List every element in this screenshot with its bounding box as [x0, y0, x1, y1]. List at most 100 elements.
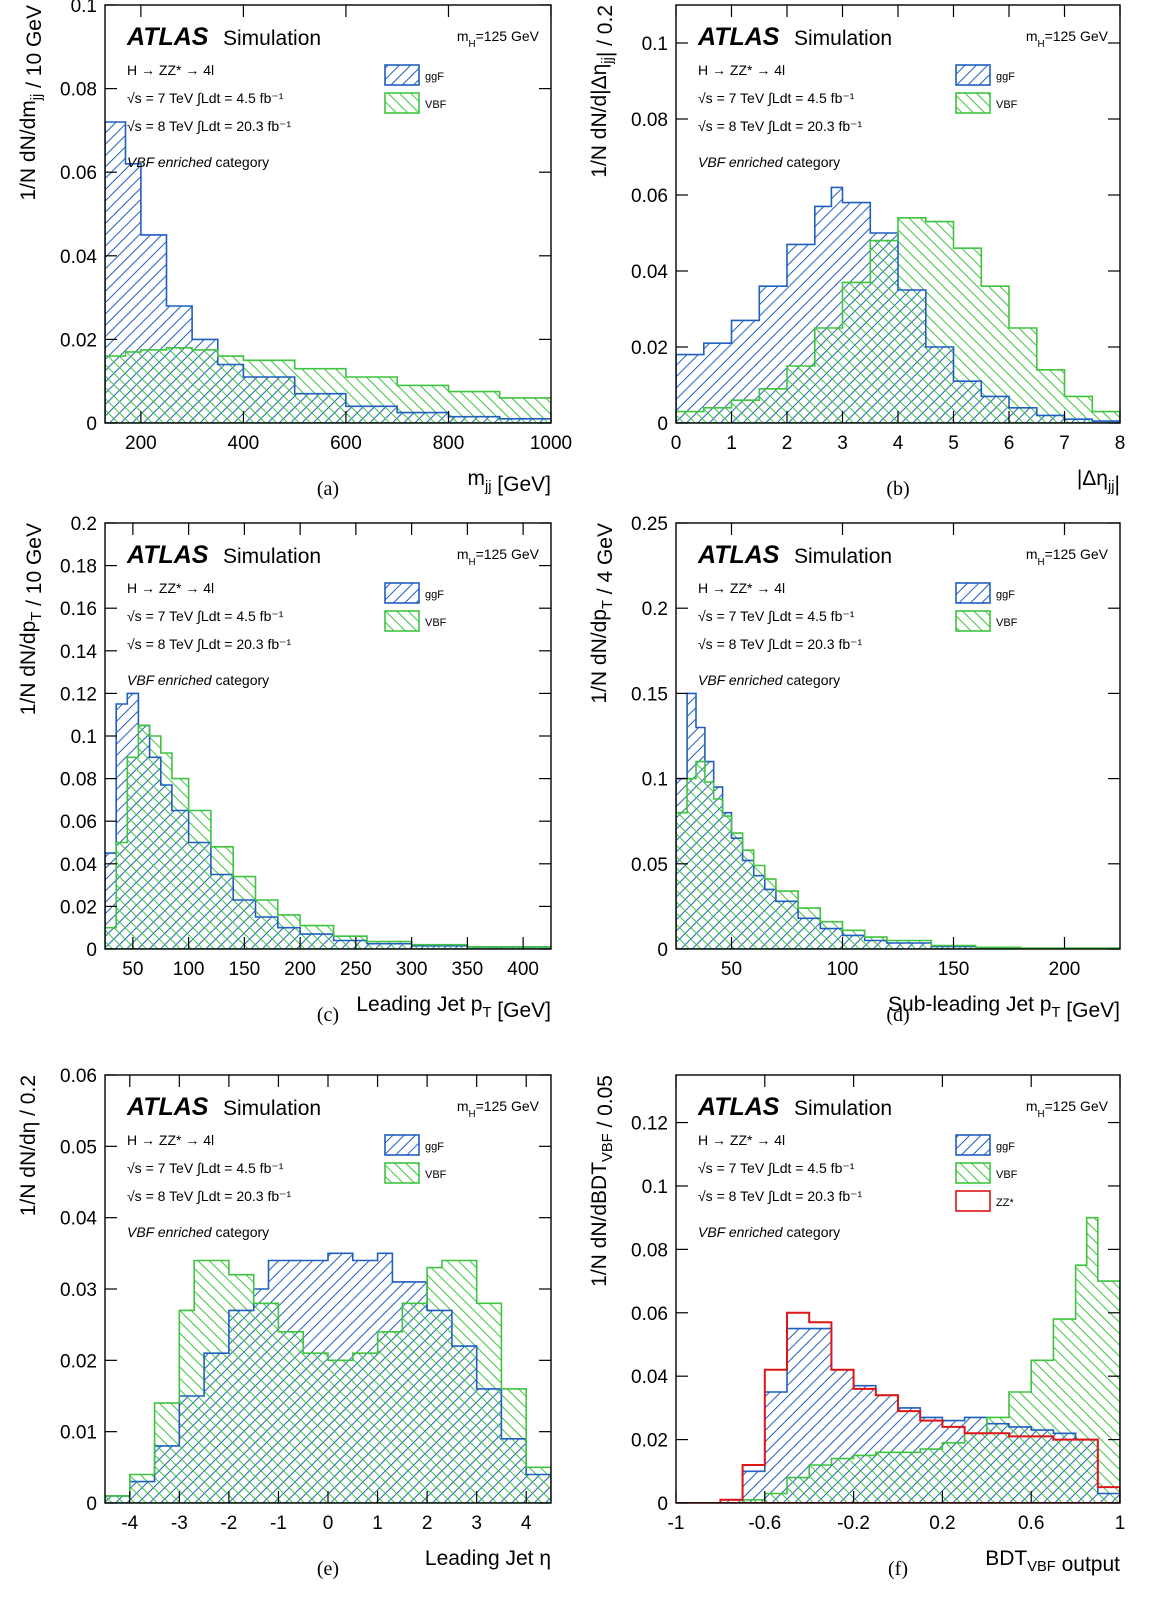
y-tick-label: 0.04	[631, 262, 668, 283]
y-tick-label: 0.15	[631, 684, 668, 705]
simulation-label: Simulation	[794, 27, 892, 50]
y-tick-label: 0.08	[631, 110, 668, 131]
legend-swatch-ZZstar	[955, 1190, 991, 1212]
y-tick-label: 0.01	[60, 1423, 97, 1444]
legend-swatch-ggF	[955, 582, 991, 604]
energy-8-label: √s = 8 TeV ∫Ldt = 20.3 fb⁻¹	[698, 636, 863, 652]
x-tick-label: -3	[171, 1513, 188, 1534]
x-tick-label: 100	[827, 959, 859, 980]
series-fill-VBF	[105, 347, 551, 423]
panel-a: 200 400 600 800 1000 0 0.02 0.04 0.06 0.08 0.1 mjj …	[17, 0, 572, 500]
simulation-label: Simulation	[223, 545, 321, 568]
y-tick-label: 0.02	[60, 330, 97, 351]
x-tick-label: 300	[396, 959, 428, 980]
energy-7-label: √s = 7 TeV ∫Ldt = 4.5 fb⁻¹	[127, 608, 284, 624]
x-tick-label: 100	[173, 959, 205, 980]
legend-label: ZZ*	[996, 1197, 1014, 1209]
x-tick-label: -0.6	[748, 1513, 781, 1534]
legend-label: VBF	[425, 99, 447, 111]
y-tick-label: 0.25	[631, 514, 668, 535]
y-tick-label: 0.1	[642, 34, 668, 55]
simulation-label: Simulation	[223, 1097, 321, 1120]
x-axis-title: Leading Jet pT [GeV]	[356, 993, 551, 1022]
y-axis-title: 1/N dN/dη / 0.2	[17, 1075, 40, 1216]
x-tick-label: 5	[948, 433, 959, 454]
process-label: H → ZZ* → 4l	[698, 1132, 785, 1148]
legend-swatch-VBF	[955, 610, 991, 632]
category-label: VBF enriched category	[698, 672, 840, 688]
plot-frame	[675, 1074, 1121, 1504]
y-tick-label: 0.14	[60, 642, 97, 663]
panel-b: 0 1 2 3 4 5 6 7 8 0 0.02 0.04 0.06 0.08 0.1 |Δηjj| 1/N d…	[588, 4, 1126, 500]
y-axis-title: 1/N dN/dBDTVBF / 0.05	[588, 1075, 617, 1287]
x-tick-label: 200	[125, 433, 157, 454]
panel-e: -4 -3 -2 -1 0 1 2 3 4 0 0.01 0.02 0.03 0.04 0.05 0.06 Le…	[17, 1066, 552, 1580]
y-tick-label: 0.1	[71, 727, 97, 748]
y-tick-label: 0.06	[60, 1066, 97, 1087]
mass-label: mH=125 GeV	[1026, 546, 1109, 568]
y-axis-title: 1/N dN/dmjj / 10 GeV	[17, 5, 46, 201]
legend-swatch-VBF	[955, 92, 991, 114]
category-label: VBF enriched category	[127, 154, 269, 170]
x-tick-label: 600	[330, 433, 362, 454]
atlas-label: ATLAS	[697, 23, 780, 51]
atlas-label: ATLAS	[697, 541, 780, 569]
series-fill-VBF	[105, 725, 551, 949]
y-tick-label: 0.02	[631, 1431, 668, 1452]
series-line-ZZstar	[676, 1311, 1120, 1503]
panel-caption: (a)	[317, 478, 339, 500]
x-tick-label: -0.2	[837, 1513, 870, 1534]
y-tick-label: 0.12	[60, 684, 97, 705]
x-tick-label: 6	[1004, 433, 1015, 454]
x-tick-label: 3	[837, 433, 848, 454]
y-axis-title: 1/N dN/dpT / 4 GeV	[588, 523, 617, 704]
atlas-label: ATLAS	[126, 541, 209, 569]
mass-label: mH=125 GeV	[457, 28, 540, 50]
simulation-label: Simulation	[223, 27, 321, 50]
y-tick-label: 0.06	[60, 812, 97, 833]
legend-label: VBF	[425, 1169, 447, 1181]
simulation-label: Simulation	[794, 545, 892, 568]
x-axis-title: Sub-leading Jet pT [GeV]	[888, 993, 1120, 1022]
series-fill-VBF	[676, 1217, 1120, 1503]
panel-caption: (e)	[317, 1558, 339, 1580]
legend-swatch-VBF	[384, 92, 420, 114]
mass-label: mH=125 GeV	[457, 1098, 540, 1120]
x-tick-label: 2	[422, 1513, 433, 1534]
energy-7-label: √s = 7 TeV ∫Ldt = 4.5 fb⁻¹	[127, 90, 284, 106]
y-tick-label: 0.2	[642, 599, 668, 620]
panel-caption: (f)	[888, 1558, 908, 1580]
energy-7-label: √s = 7 TeV ∫Ldt = 4.5 fb⁻¹	[698, 90, 855, 106]
legend-label: VBF	[425, 617, 447, 629]
legend-label: ggF	[425, 589, 444, 601]
y-tick-label: 0.04	[60, 247, 97, 268]
legend-label: ggF	[425, 71, 444, 83]
category-label: VBF enriched category	[698, 1224, 840, 1240]
mass-label: mH=125 GeV	[1026, 28, 1109, 50]
legend-swatch-VBF	[384, 610, 420, 632]
y-tick-label: 0.02	[60, 1351, 97, 1372]
y-tick-label: 0	[657, 940, 668, 961]
energy-7-label: √s = 7 TeV ∫Ldt = 4.5 fb⁻¹	[698, 608, 855, 624]
x-axis-title: |Δηjj|	[1077, 467, 1120, 496]
y-tick-label: 0.1	[642, 1177, 668, 1198]
process-label: H → ZZ* → 4l	[698, 580, 785, 596]
legend-label: ggF	[996, 1141, 1015, 1153]
panel-caption: (b)	[886, 478, 909, 500]
x-tick-label: 400	[228, 433, 260, 454]
x-tick-label: 8	[1115, 433, 1126, 454]
x-tick-label: 150	[229, 959, 261, 980]
process-label: H → ZZ* → 4l	[127, 580, 214, 596]
series-fill-ggF	[105, 122, 551, 423]
x-tick-label: 400	[507, 959, 539, 980]
panel-f: -1 -0.6 -0.2 0.2 0.6 1 0 0.02 0.04 0.06 0.08 0.1 0.1…	[588, 1074, 1125, 1580]
x-tick-label: 0	[323, 1513, 334, 1534]
legend-swatch-ggF	[955, 1134, 991, 1156]
y-tick-label: 0.06	[631, 1304, 668, 1325]
mass-label: mH=125 GeV	[1026, 1098, 1109, 1120]
y-tick-label: 0.06	[631, 186, 668, 207]
y-tick-label: 0	[86, 414, 97, 435]
legend-swatch-ggF	[384, 64, 420, 86]
atlas-label: ATLAS	[126, 23, 209, 51]
series-line-VBF	[676, 1216, 1120, 1503]
